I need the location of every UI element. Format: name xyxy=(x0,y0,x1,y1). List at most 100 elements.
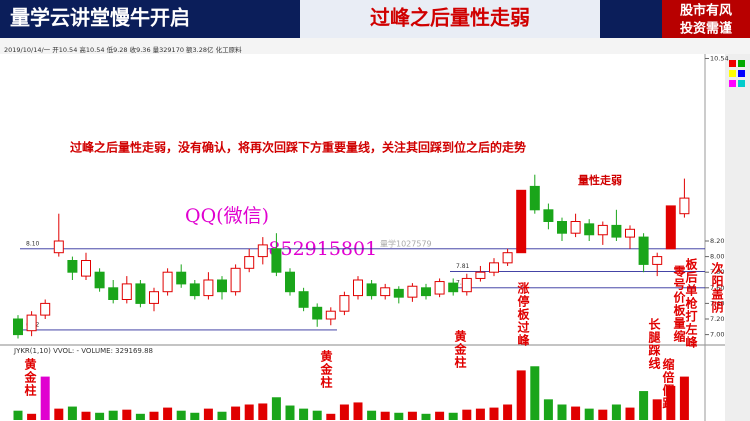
candle-body xyxy=(325,310,336,320)
candle-body xyxy=(407,285,418,298)
candle-body xyxy=(67,260,78,273)
candle-body xyxy=(625,228,635,238)
candle-body xyxy=(353,279,363,297)
candle-body xyxy=(149,291,159,304)
volume-bar xyxy=(475,408,485,420)
candle-body xyxy=(13,318,23,336)
candle-body xyxy=(312,306,323,320)
price-tick: 10.54 xyxy=(710,54,729,62)
price-tick: 8.00 xyxy=(710,253,724,261)
volume-bar xyxy=(516,370,526,420)
candle-body xyxy=(366,283,377,297)
candle-body xyxy=(421,287,431,297)
volume-bar xyxy=(625,407,635,420)
volume-bar xyxy=(271,397,281,420)
volume-bar xyxy=(652,399,662,420)
volume-bar xyxy=(394,412,404,420)
annotation: 黄金柱 xyxy=(23,358,37,397)
tool[interactable] xyxy=(729,60,736,67)
price-tick: 7.60 xyxy=(710,284,724,292)
volume-bar xyxy=(217,411,227,420)
candle-body xyxy=(298,291,309,308)
note: 过峰之后量性走弱，没有确认，将再次回踩下方重要量线，关注其回踩到位之后的走势 xyxy=(70,140,526,155)
candle-body xyxy=(244,256,255,269)
price-tick: 7.20 xyxy=(710,315,724,323)
volume-bar xyxy=(231,406,241,420)
candle-body xyxy=(652,256,663,265)
volume-bar xyxy=(326,413,336,420)
tool[interactable] xyxy=(738,60,745,67)
candle-body xyxy=(434,281,445,295)
warning-box xyxy=(662,0,750,38)
candle-body xyxy=(53,240,64,254)
candle-body xyxy=(529,185,540,211)
candle-body xyxy=(189,283,200,297)
candle-body xyxy=(94,271,105,289)
volume-bar xyxy=(135,413,145,420)
volume-bar xyxy=(421,413,431,420)
candle-body xyxy=(271,248,282,273)
volume-bar xyxy=(435,411,445,420)
volume-bar xyxy=(285,405,295,420)
tool[interactable] xyxy=(738,80,745,87)
candle-body xyxy=(679,197,690,215)
title: 过峰之后量性走弱 xyxy=(370,6,530,30)
candle-body xyxy=(475,271,486,279)
volume-bar xyxy=(190,412,200,420)
annotation: 零号价板量缩 xyxy=(672,265,686,343)
candle-body xyxy=(489,262,499,273)
volume-bar xyxy=(367,410,377,420)
volume-bar xyxy=(244,404,254,420)
candle-body xyxy=(516,189,527,254)
candle-body xyxy=(461,277,472,293)
volume-bar xyxy=(639,391,649,420)
volume-bar xyxy=(380,411,390,420)
candle-body xyxy=(230,267,241,293)
volume-bar xyxy=(557,404,567,420)
candle-body xyxy=(611,224,622,238)
tool[interactable] xyxy=(729,80,736,87)
tool[interactable] xyxy=(738,70,745,77)
candle-body xyxy=(597,224,608,236)
volume-bar xyxy=(163,407,173,420)
price-tick: 7.00 xyxy=(710,331,724,339)
volume-bar xyxy=(40,376,50,420)
annotation: 长腿踩线 xyxy=(647,318,661,370)
volume-bar xyxy=(67,406,77,420)
candle-body xyxy=(448,282,459,293)
candle-body xyxy=(257,244,268,258)
volume-bar xyxy=(543,399,553,420)
candle-body xyxy=(81,260,91,277)
price-tick: 8.20 xyxy=(710,237,724,245)
candle-body xyxy=(135,283,146,304)
toolbar xyxy=(725,54,750,421)
info-bar xyxy=(0,38,750,54)
title-box xyxy=(300,0,600,38)
price-tick: 7.40 xyxy=(710,299,724,307)
volume-bar xyxy=(81,411,91,420)
volume-bar xyxy=(666,385,676,420)
volume-bar xyxy=(149,411,159,420)
volume-bar xyxy=(108,410,118,420)
tool[interactable] xyxy=(729,70,736,77)
candle-body xyxy=(393,288,404,298)
volume-bar xyxy=(258,403,268,420)
brand: 量学云讲堂慢牛开启 xyxy=(10,6,190,30)
volume-label: JYKR(1,10) VVOL: - VOLUME: 329169.88 xyxy=(13,347,153,355)
candle-body xyxy=(557,221,567,234)
volume-bar xyxy=(448,412,458,420)
candle-body xyxy=(584,223,595,236)
level-label: 8.10 xyxy=(26,240,40,247)
volume-bar xyxy=(95,412,105,420)
annotation: 黄金柱 xyxy=(319,350,333,389)
warning: 投资需谨 xyxy=(680,21,732,37)
volume-bar xyxy=(571,406,581,420)
candle-body xyxy=(162,271,173,293)
annotation: 涨停板过峰 xyxy=(516,282,530,347)
candle-body xyxy=(26,314,37,332)
candle-body xyxy=(638,236,649,265)
volume-bar xyxy=(122,409,132,420)
qq: QQ(微信) xyxy=(185,205,269,227)
volume-bar xyxy=(312,410,322,420)
volume-bar xyxy=(503,404,513,420)
